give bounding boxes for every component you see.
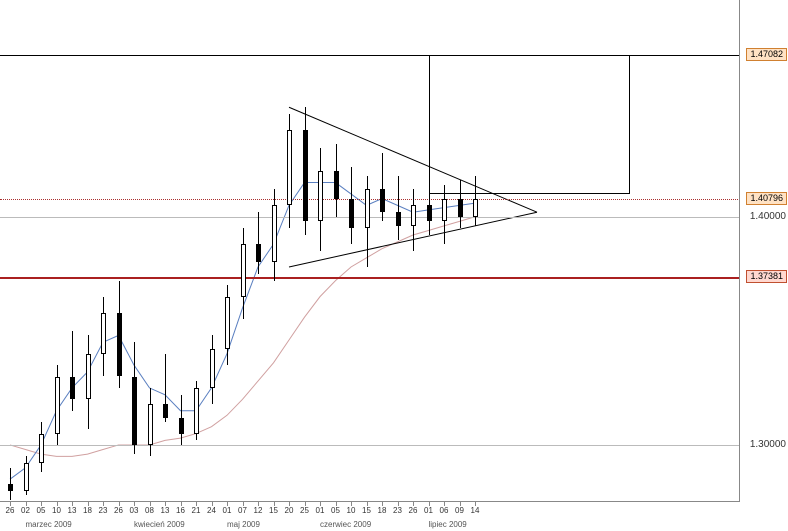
x-tick: 18 <box>83 506 92 515</box>
x-tick: 01 <box>316 506 325 515</box>
x-tick-mark <box>475 502 476 506</box>
x-month-label: czerwiec 2009 <box>320 520 371 529</box>
hline <box>0 217 740 218</box>
x-tick: 23 <box>99 506 108 515</box>
x-tick: 03 <box>130 506 139 515</box>
x-tick-mark <box>351 502 352 506</box>
y-axis: 1.300001.400001.407961.470821.407961.373… <box>739 0 788 502</box>
price-chart[interactable]: 1.300001.400001.407961.470821.407961.373… <box>0 0 788 531</box>
x-month-label: marzec 2009 <box>26 520 72 529</box>
y-tick: 1.40000 <box>750 211 786 222</box>
x-tick-mark <box>150 502 151 506</box>
x-tick-mark <box>10 502 11 506</box>
x-tick: 20 <box>285 506 294 515</box>
x-month-label: lipiec 2009 <box>429 520 467 529</box>
x-tick: 02 <box>21 506 30 515</box>
x-month-label: kwiecień 2009 <box>134 520 185 529</box>
x-tick: 13 <box>68 506 77 515</box>
x-tick: 05 <box>331 506 340 515</box>
price-label: 1.40796 <box>746 192 787 205</box>
x-tick-mark <box>305 502 306 506</box>
x-tick: 10 <box>347 506 356 515</box>
x-tick-mark <box>119 502 120 506</box>
x-tick: 15 <box>269 506 278 515</box>
x-tick-mark <box>460 502 461 506</box>
x-tick-mark <box>227 502 228 506</box>
x-tick: 01 <box>223 506 232 515</box>
x-tick-mark <box>258 502 259 506</box>
x-tick: 05 <box>37 506 46 515</box>
x-tick: 09 <box>455 506 464 515</box>
x-tick-mark <box>88 502 89 506</box>
x-tick-mark <box>57 502 58 506</box>
x-tick-mark <box>413 502 414 506</box>
x-tick-mark <box>196 502 197 506</box>
x-tick-mark <box>243 502 244 506</box>
x-tick: 23 <box>393 506 402 515</box>
x-tick-mark <box>26 502 27 506</box>
x-tick: 07 <box>238 506 247 515</box>
x-tick: 14 <box>471 506 480 515</box>
x-tick: 12 <box>254 506 263 515</box>
hline <box>0 199 740 200</box>
x-tick-mark <box>336 502 337 506</box>
x-tick: 13 <box>161 506 170 515</box>
y-tick: 1.30000 <box>750 439 786 450</box>
x-tick: 26 <box>6 506 15 515</box>
x-tick-mark <box>429 502 430 506</box>
x-tick-mark <box>134 502 135 506</box>
x-tick-mark <box>274 502 275 506</box>
x-tick: 01 <box>424 506 433 515</box>
moving-average <box>10 183 475 480</box>
x-tick-mark <box>41 502 42 506</box>
x-tick-mark <box>320 502 321 506</box>
hline <box>0 445 740 446</box>
x-tick: 18 <box>378 506 387 515</box>
x-month-label: maj 2009 <box>227 520 260 529</box>
x-tick: 15 <box>362 506 371 515</box>
x-tick: 25 <box>300 506 309 515</box>
x-axis: 26 02 05 10 13 18 23 26 03 08 13 16 21 24 01 07 12 15 20 25… <box>0 501 740 531</box>
x-tick: 24 <box>207 506 216 515</box>
x-tick-mark <box>212 502 213 506</box>
x-tick-mark <box>181 502 182 506</box>
price-label: 1.37381 <box>746 270 787 283</box>
x-tick: 16 <box>176 506 185 515</box>
x-tick-mark <box>444 502 445 506</box>
x-tick-mark <box>382 502 383 506</box>
x-tick-mark <box>289 502 290 506</box>
x-tick-mark <box>367 502 368 506</box>
x-tick: 06 <box>440 506 449 515</box>
x-tick: 10 <box>52 506 61 515</box>
x-tick-mark <box>398 502 399 506</box>
x-tick-mark <box>103 502 104 506</box>
hline <box>0 277 740 279</box>
plot-area[interactable] <box>0 0 740 502</box>
x-tick: 08 <box>145 506 154 515</box>
x-tick: 21 <box>192 506 201 515</box>
x-tick: 26 <box>114 506 123 515</box>
x-tick-mark <box>165 502 166 506</box>
projection-box <box>429 55 631 194</box>
x-tick-mark <box>72 502 73 506</box>
price-label: 1.47082 <box>746 48 787 61</box>
x-tick: 26 <box>409 506 418 515</box>
